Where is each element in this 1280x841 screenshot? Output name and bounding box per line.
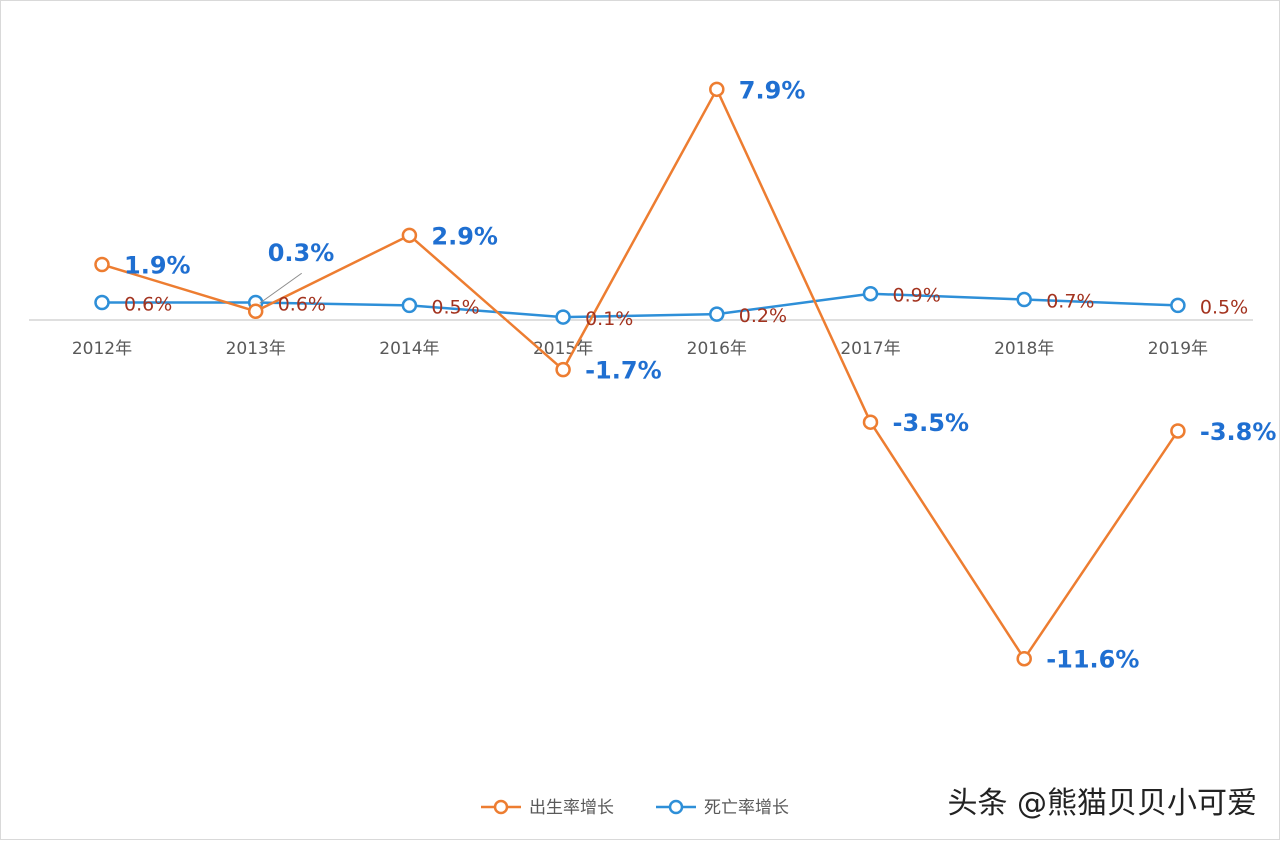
legend: 出生率增长 死亡率增长 [481,798,789,818]
data-labels: 1.9% 0.3% 2.9% -1.7% 7.9% -3.5% -11.6% -3.8% 0.6… [124,76,1276,673]
data-point [1016,291,1032,308]
data-label-birth: 2.9% [431,222,498,250]
data-label-birth: 7.9% [739,76,806,104]
x-tick-label: 2012年 [72,339,132,359]
data-label-birth: -3.5% [893,409,970,437]
data-point [401,227,418,244]
data-point [94,256,110,273]
x-tick-label: 2018年 [994,339,1054,359]
data-point [709,81,725,98]
data-point [1170,297,1186,314]
series-birth-rate [94,81,1186,667]
series-line [101,88,1179,660]
legend-label: 死亡率增长 [704,798,789,818]
x-tick-label: 2019年 [1148,339,1208,359]
data-label-birth: -11.6% [1046,646,1139,674]
legend-marker [668,799,684,815]
x-tick-label: 2014年 [379,339,439,359]
data-point [1016,650,1032,667]
data-label-death: 0.6% [124,293,172,315]
data-label-death: 0.2% [739,305,787,327]
data-point [862,285,879,302]
legend-label: 出生率增长 [529,798,614,818]
data-point [247,303,264,319]
data-label-death: 0.6% [278,293,326,315]
data-label-birth: -1.7% [585,357,662,385]
x-axis-ticks: 2012年 2013年 2014年 2015年 2016年 2017年 2018年 2019年 [72,339,1208,359]
legend-marker [493,799,509,815]
data-label-birth: 1.9% [124,252,191,280]
series-death-rate [94,285,1186,325]
watermark-text: 头条 @熊猫贝贝小可爱 [947,786,1257,821]
series-layer [94,81,1186,667]
data-point [94,294,110,311]
data-label-death: 0.9% [893,285,941,307]
legend-item: 出生率增长 [481,798,614,818]
data-point [555,361,571,378]
data-point [862,414,879,430]
data-point [709,306,725,322]
x-tick-label: 2013年 [226,339,286,359]
x-tick-label: 2017年 [840,339,900,359]
data-point [1170,423,1186,439]
data-point [555,309,571,325]
data-label-birth: -3.8% [1200,418,1277,446]
legend-item: 死亡率增长 [656,798,789,818]
series-line [102,292,1178,319]
data-label-birth: 0.3% [268,239,335,267]
x-tick-label: 2016年 [687,339,747,359]
label-leader-line [259,272,302,304]
data-label-death: 0.1% [585,308,633,330]
data-label-death: 0.5% [1200,296,1248,318]
data-label-death: 0.5% [431,296,479,318]
data-point [401,297,418,314]
data-label-death: 0.7% [1046,291,1094,313]
